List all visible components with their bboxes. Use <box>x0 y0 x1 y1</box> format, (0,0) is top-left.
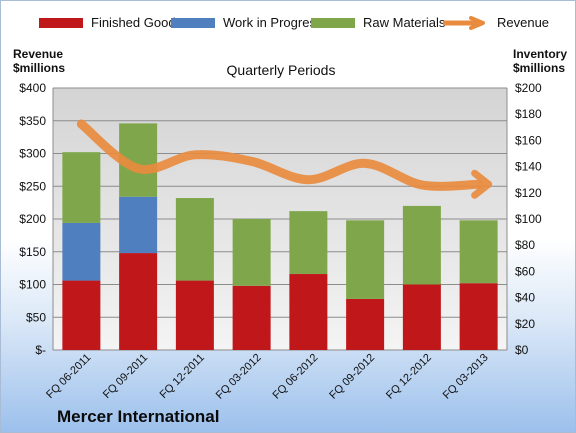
chart-title: Quarterly Periods <box>226 62 336 78</box>
legend-swatch-finished-goods <box>39 17 83 28</box>
left-tick-label: $150 <box>19 245 46 259</box>
left-tick-label: $300 <box>19 147 46 161</box>
bar-work-in-progress <box>119 196 158 254</box>
right-tick-label: $20 <box>515 317 535 331</box>
legend-label-finished-goods: Finished Goods <box>91 15 183 30</box>
right-tick-label: $80 <box>515 238 535 252</box>
x-tick-label: FQ 12-2012 <box>384 352 434 402</box>
left-axis-title-line1: Revenue <box>13 47 64 61</box>
right-axis-title-line1: Inventory <box>513 47 568 61</box>
left-tick-label: $200 <box>19 212 46 226</box>
legend-finished-goods: Finished Goods <box>39 15 182 30</box>
left-tick-label: $- <box>35 343 46 357</box>
right-tick-label: $0 <box>515 343 529 357</box>
legend-swatch-work-in-progress <box>171 17 215 28</box>
bar-work-in-progress <box>62 222 101 281</box>
bar-raw-materials <box>402 205 441 285</box>
left-tick-label: $350 <box>19 114 46 128</box>
right-tick-label: $140 <box>515 160 542 174</box>
legend-arrow-icon <box>443 15 485 30</box>
right-tick-label: $60 <box>515 264 535 278</box>
x-tick-label: FQ 09-2012 <box>327 352 377 402</box>
left-axis-title-line2: $millions <box>13 61 66 75</box>
x-tick-label: FQ 06-2011 <box>44 352 93 401</box>
legend-work-in-progress: Work in Progress <box>171 15 322 30</box>
right-tick-label: $180 <box>515 107 542 121</box>
bar-raw-materials <box>289 211 328 275</box>
legend-swatch-raw-materials <box>311 17 355 28</box>
legend-raw-materials: Raw Materials <box>311 15 445 30</box>
x-tick-label: FQ 03-2013 <box>441 352 491 402</box>
x-tick-label: FQ 06-2012 <box>271 352 321 402</box>
legend-label-work-in-progress: Work in Progress <box>223 15 323 30</box>
right-tick-label: $100 <box>515 212 542 226</box>
revenue-arrowhead <box>471 169 493 199</box>
left-axis-title: Revenue $millions <box>13 47 65 75</box>
left-tick-label: $400 <box>19 81 46 95</box>
revenue-line <box>76 119 484 191</box>
bar-raw-materials <box>232 219 271 286</box>
bar-raw-materials <box>175 198 214 281</box>
bar-finished-goods <box>175 280 214 350</box>
x-tick-label: FQ 12-2011 <box>158 352 207 401</box>
bar-finished-goods <box>459 283 498 350</box>
bar-finished-goods <box>119 253 158 350</box>
bar-finished-goods <box>346 298 385 350</box>
left-tick-label: $50 <box>26 310 46 324</box>
bar-finished-goods <box>232 285 271 350</box>
bar-finished-goods <box>62 280 101 350</box>
x-tick-label: FQ 03-2012 <box>214 352 264 402</box>
legend: Finished Goods Work in Progress Raw Mate… <box>1 15 575 35</box>
right-tick-label: $160 <box>515 133 542 147</box>
bar-raw-materials <box>459 220 498 284</box>
company-name: Mercer International <box>57 407 220 426</box>
left-tick-label: $100 <box>19 278 46 292</box>
right-tick-label: $120 <box>515 186 542 200</box>
bar-finished-goods <box>289 274 328 350</box>
right-tick-label: $40 <box>515 291 535 305</box>
legend-revenue: Revenue <box>443 15 549 30</box>
bar-raw-materials <box>346 220 385 299</box>
right-axis-title-line2: $millions <box>513 61 566 75</box>
right-axis-title: Inventory $millions <box>513 47 567 75</box>
left-tick-label: $250 <box>19 179 46 193</box>
bar-finished-goods <box>402 284 441 350</box>
bar-raw-materials <box>62 152 101 223</box>
x-tick-label: FQ 09-2011 <box>101 352 150 401</box>
right-tick-label: $200 <box>515 81 542 95</box>
legend-label-revenue: Revenue <box>497 15 550 30</box>
legend-label-raw-materials: Raw Materials <box>363 15 446 30</box>
